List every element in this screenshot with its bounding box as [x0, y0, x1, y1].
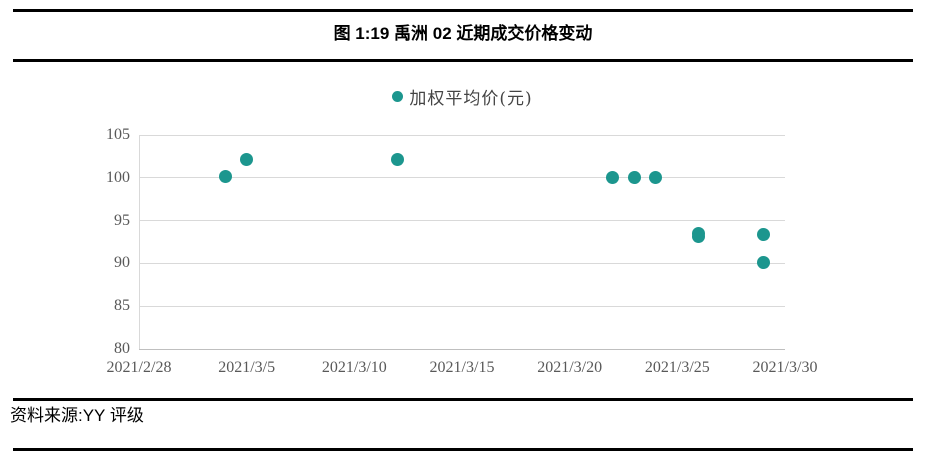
- data-point: [218, 170, 232, 184]
- legend-marker-icon: [392, 90, 404, 102]
- data-point: [627, 171, 641, 185]
- figure-title: 图 1:19 禹洲 02 近期成交价格变动: [333, 24, 593, 43]
- gridline: [139, 305, 785, 307]
- x-axis-line: [139, 348, 785, 350]
- y-tick-label: 85: [114, 297, 130, 315]
- data-point: [756, 256, 770, 270]
- top-rule: [13, 9, 913, 12]
- data-point: [240, 153, 254, 167]
- title-bottom-rule: [13, 59, 913, 62]
- x-tick-label: 2021/3/25: [644, 359, 710, 376]
- gridline: [139, 177, 785, 179]
- y-tick-label: 80: [114, 340, 130, 357]
- gridline: [139, 134, 785, 136]
- data-point: [606, 171, 620, 185]
- x-tick-label: 2021/3/20: [537, 359, 603, 376]
- y-tick-label: 105: [106, 126, 130, 143]
- gridline: [139, 262, 785, 264]
- legend-label: 加权平均价(元): [409, 88, 533, 109]
- data-point: [756, 227, 770, 241]
- data-point: [649, 171, 663, 185]
- y-tick-label: 95: [114, 211, 130, 229]
- y-axis-line: [139, 135, 140, 349]
- y-tick-label: 90: [114, 254, 130, 272]
- x-tick-label: 2021/3/5: [218, 359, 276, 376]
- x-tick-label: 2021/3/15: [429, 359, 495, 376]
- data-point: [390, 153, 404, 167]
- gridline: [139, 220, 785, 222]
- chart-legend: 加权平均价(元): [0, 85, 925, 109]
- y-tick-label: 100: [106, 168, 130, 186]
- x-tick-label: 2021/3/10: [321, 359, 387, 376]
- x-tick-label: 2021/2/28: [106, 359, 172, 376]
- source-top-rule: [13, 398, 913, 401]
- source-label: 资料来源:YY 评级: [10, 406, 144, 425]
- bottom-rule: [13, 448, 913, 451]
- data-point: [692, 229, 706, 243]
- x-tick-label: 2021/3/30: [752, 359, 818, 376]
